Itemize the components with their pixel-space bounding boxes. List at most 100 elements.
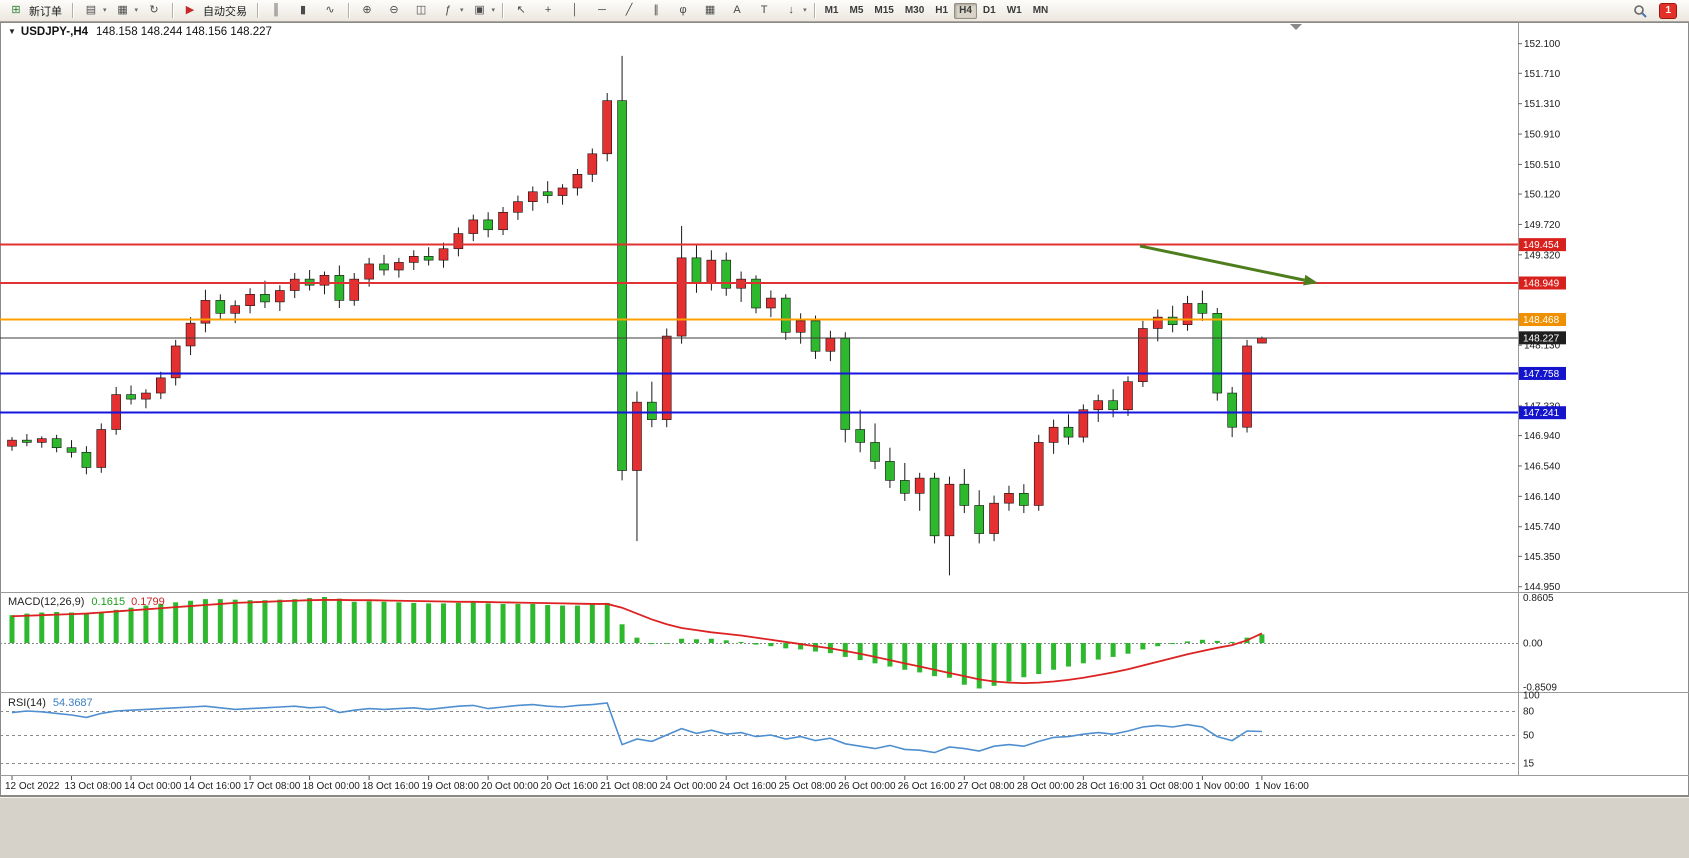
toolbar-separator	[172, 3, 174, 18]
horizontal-line-icon[interactable]: ─	[589, 1, 615, 21]
toolbar-separator	[72, 3, 73, 18]
rsi-scale-labels: 100 80 50 15	[1523, 691, 1540, 770]
chevron-down-icon: ▾	[491, 7, 496, 14]
svg-text:147.758: 147.758	[1523, 369, 1560, 380]
support-line-1[interactable]: 147.758	[0, 366, 1566, 380]
svg-text:80: 80	[1523, 707, 1535, 718]
arrows-icon[interactable]: ↓ ▾	[778, 1, 809, 21]
svg-text:152.100: 152.100	[1524, 39, 1561, 50]
current-price-line[interactable]: 148.227	[0, 331, 1566, 345]
svg-text:24 Oct 16:00: 24 Oct 16:00	[719, 781, 777, 792]
svg-text:27 Oct 08:00: 27 Oct 08:00	[957, 781, 1015, 792]
cursor-icon[interactable]: ↖	[508, 1, 534, 21]
auto-trading-button-label: 自动交易	[203, 5, 248, 18]
svg-text:146.940: 146.940	[1524, 431, 1561, 442]
rsi-indicator-label: RSI(14) 54.3687	[8, 697, 93, 709]
svg-text:151.710: 151.710	[1524, 69, 1561, 80]
timeframe-h1[interactable]: H1	[935, 4, 949, 16]
timeframe-m15[interactable]: M15	[874, 4, 894, 16]
chart-canvas[interactable]: 152.100151.710151.310150.910150.510150.1…	[0, 0, 1689, 796]
resistance-line-1[interactable]: 149.454	[0, 238, 1566, 252]
tile-windows-icon-icon: ◫	[415, 4, 427, 16]
svg-text:1 Nov 00:00: 1 Nov 00:00	[1195, 781, 1249, 792]
chevron-down-icon: ▾	[460, 7, 464, 14]
svg-text:14 Oct 16:00: 14 Oct 16:00	[184, 781, 242, 792]
candlestick-chart-icon[interactable]: ▮	[290, 1, 316, 21]
new-order-button-label: 新订单	[29, 5, 62, 18]
profiles-button[interactable]: ▦ ▾	[110, 1, 141, 21]
new-chart-icon: ▤	[85, 4, 97, 16]
svg-text:148.949: 148.949	[1523, 278, 1560, 289]
svg-text:26 Oct 00:00: 26 Oct 00:00	[838, 781, 896, 792]
auto-trading-button[interactable]: ▶ 自动交易	[178, 1, 252, 21]
channel-icon[interactable]: ∥	[643, 1, 669, 21]
svg-text:14 Oct 00:00: 14 Oct 00:00	[124, 781, 182, 792]
svg-text:17 Oct 08:00: 17 Oct 08:00	[243, 781, 301, 792]
chevron-down-icon: ▾	[803, 7, 807, 14]
pivot-line[interactable]: 148.468	[0, 313, 1566, 327]
chevron-down-icon: ▾	[134, 7, 139, 14]
tile-windows-icon[interactable]: ◫	[408, 1, 434, 21]
svg-text:18 Oct 00:00: 18 Oct 00:00	[303, 781, 361, 792]
templates-icon-icon: ▣	[474, 4, 485, 16]
rsi-value: 54.3687	[52, 697, 93, 709]
label-icon-icon: T	[760, 4, 768, 16]
label-icon[interactable]: T	[751, 1, 777, 21]
channel-icon-icon: ∥	[653, 4, 659, 16]
svg-text:149.454: 149.454	[1523, 240, 1560, 251]
toolbar-separator	[813, 3, 815, 18]
timeframe-h4[interactable]: H4	[954, 2, 977, 19]
templates-icon[interactable]: ▣ ▾	[467, 1, 498, 21]
indicators-icon-icon: ƒ	[444, 4, 452, 16]
trendline-icon-icon: ╱	[625, 4, 633, 16]
chart-frame	[0, 22, 1689, 796]
svg-text:31 Oct 08:00: 31 Oct 08:00	[1136, 781, 1194, 792]
candlestick-chart-icon-icon: ▮	[300, 4, 307, 16]
svg-text:19 Oct 08:00: 19 Oct 08:00	[422, 781, 480, 792]
macd-name: MACD(12,26,9)	[8, 596, 85, 608]
horizontal-line-icon-icon: ─	[598, 4, 606, 16]
line-chart-icon[interactable]: ∿	[317, 1, 343, 21]
new-chart-button[interactable]: ▤ ▾	[78, 1, 109, 21]
svg-text:150.510: 150.510	[1524, 160, 1561, 171]
svg-text:149.320: 149.320	[1524, 250, 1561, 261]
vertical-line-icon[interactable]: │	[562, 1, 588, 21]
svg-text:-0.8509: -0.8509	[1523, 683, 1557, 694]
fibonacci-icon[interactable]: φ	[670, 1, 696, 21]
bar-chart-icon-icon: ║	[272, 4, 280, 16]
timeframe-w1[interactable]: W1	[1006, 4, 1022, 16]
svg-text:145.740: 145.740	[1524, 522, 1561, 533]
timeframe-mn[interactable]: MN	[1032, 4, 1049, 16]
trendline-icon[interactable]: ╱	[616, 1, 642, 21]
bar-chart-icon[interactable]: ║	[263, 1, 289, 21]
text-icon[interactable]: A	[724, 1, 750, 21]
chart-menu-icon[interactable]: ▼	[8, 27, 16, 36]
refresh-icon[interactable]: ↻	[141, 1, 167, 21]
timeframe-m1[interactable]: M1	[824, 4, 839, 16]
timeframe-m5[interactable]: M5	[849, 4, 864, 16]
timeframe-d1[interactable]: D1	[982, 4, 996, 16]
trend-arrow-annotation[interactable]	[1139, 244, 1318, 286]
svg-text:100: 100	[1523, 691, 1540, 702]
notification-badge[interactable]: 1	[1659, 2, 1677, 19]
new-order-button[interactable]: ⊞ 新订单	[4, 1, 67, 21]
toolbar-separator	[257, 3, 259, 18]
crosshair-icon[interactable]: +	[535, 1, 561, 21]
chart-title-bar: ▼ USDJPY-,H4 148.158 148.244 148.156 148.2…	[8, 26, 272, 38]
search-icon[interactable]	[1629, 1, 1651, 21]
grid-icon[interactable]: ▦	[697, 1, 723, 21]
svg-text:146.140: 146.140	[1524, 492, 1561, 503]
zo om-out-icon[interactable]: ⊖	[381, 1, 407, 21]
support-line-2[interactable]: 147.241	[0, 406, 1566, 420]
zoom-in-icon[interactable]: ⊕	[354, 1, 380, 21]
svg-text:146.540: 146.540	[1524, 461, 1561, 472]
chart-ohlc-values: 148.158 148.244 148.156 148.227	[96, 26, 272, 38]
indicators-icon[interactable]: ƒ ▾	[435, 1, 466, 21]
toolbar-groups: ⊞ 新订单 ▤ ▾ ▦ ▾ ↻ ▶ 自动交易 ║ ▮ ∿ ⊕ ⊖ ◫ ƒ ▾ ▣ ▾ ↖ + │ ─ ╱ ∥ φ ▦ A T ↓ ▾ M1 M5…	[4, 1, 1053, 21]
svg-text:145.350: 145.350	[1524, 552, 1561, 563]
line-chart-icon-icon: ∿	[325, 4, 335, 16]
resistance-line-2[interactable]: 148.949	[0, 276, 1566, 290]
new-order-icon: ⊞	[11, 4, 21, 16]
vertical-line-icon-icon: │	[571, 4, 579, 16]
timeframe-m30[interactable]: M30	[904, 4, 925, 16]
